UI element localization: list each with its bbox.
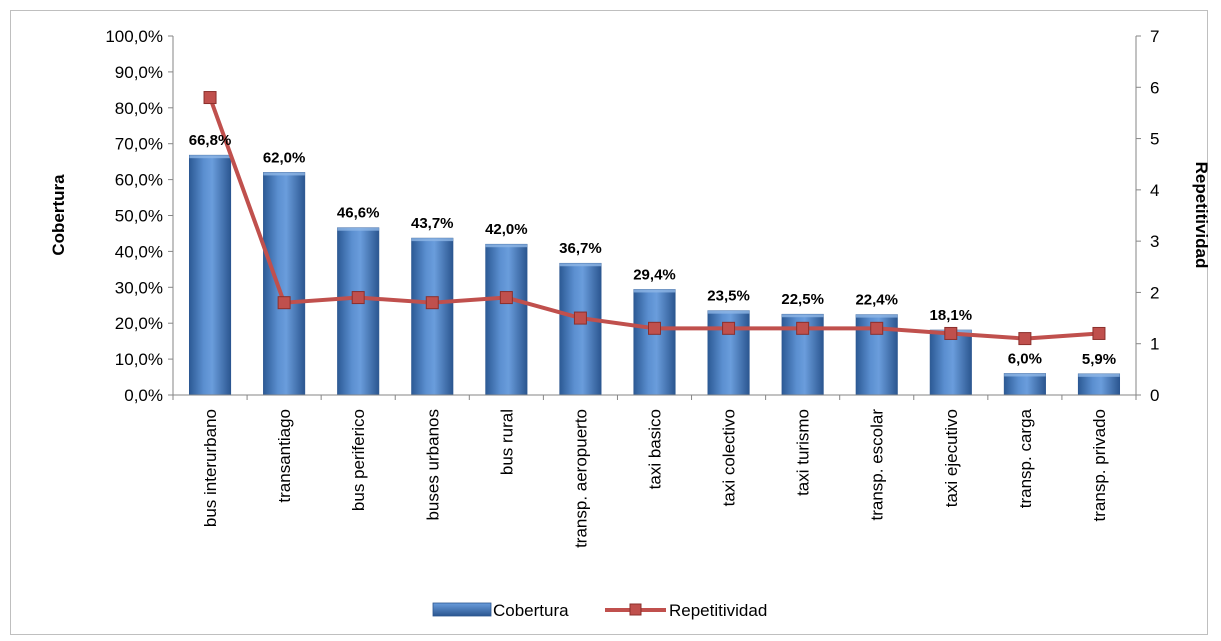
bar-top-2	[263, 172, 305, 176]
bar-11	[929, 329, 972, 396]
data-label: 22,4%	[855, 292, 898, 309]
bar-top-13	[1078, 373, 1120, 377]
bar-13	[1077, 373, 1121, 396]
x-tick-label: bus rural	[497, 409, 516, 475]
legend-swatch-repetitividad-marker	[629, 603, 642, 616]
y-tick-label-left: 0,0%	[124, 386, 163, 405]
y-tick-label-right: 6	[1150, 78, 1159, 97]
bar-4	[411, 237, 454, 396]
bar-3	[337, 227, 380, 396]
y-tick-label-left: 20,0%	[115, 314, 163, 333]
bar-top-1	[189, 155, 231, 159]
line-marker-5	[499, 291, 513, 305]
y-tick-label-left: 10,0%	[115, 350, 163, 369]
bar-top-6	[559, 263, 602, 267]
x-tick-label: taxi basico	[646, 409, 665, 489]
bars-layer	[188, 154, 1121, 396]
data-label: 42,0%	[485, 221, 528, 238]
data-labels-layer: 66,8% 62,0% 46,6% 43,7% 42,0% 36,7% 29,4% 23,5%…	[189, 132, 1116, 368]
bar-1	[188, 154, 232, 396]
legend: Cobertura Repetitividad	[432, 601, 767, 620]
x-tick-label: taxi turismo	[794, 409, 813, 496]
line-marker-10	[870, 321, 884, 335]
bar-top-5	[485, 244, 528, 248]
data-label: 43,7%	[411, 215, 454, 232]
y-tick-label-left: 80,0%	[115, 99, 163, 118]
y-tick-label-left: 60,0%	[115, 171, 163, 190]
y-axis-title-right: Repetitividad	[1192, 162, 1211, 269]
bar-top-10	[855, 314, 898, 318]
data-label: 6,0%	[1008, 350, 1042, 367]
y-tick-label-right: 4	[1150, 181, 1159, 200]
data-label: 5,9%	[1082, 351, 1116, 368]
y-tick-label-right: 3	[1150, 232, 1159, 251]
x-tick-label: taxi ejecutivo	[942, 409, 961, 507]
legend-swatch-cobertura	[432, 602, 492, 617]
data-label: 36,7%	[559, 240, 602, 257]
bar-top-7	[633, 289, 676, 293]
line-marker-7	[648, 321, 661, 335]
line-marker-3	[351, 291, 365, 305]
line-layer	[203, 91, 1106, 346]
y-tick-label-left: 50,0%	[115, 207, 163, 226]
y-tick-label-right: 5	[1150, 130, 1159, 149]
line-marker-12	[1018, 332, 1032, 346]
data-label: 62,0%	[263, 149, 306, 166]
data-label: 18,1%	[930, 307, 973, 324]
line-marker-13	[1092, 326, 1106, 340]
x-tick-label: transp. escolar	[868, 409, 887, 521]
bar-top-3	[337, 227, 379, 231]
bar-7	[633, 289, 676, 396]
x-tick-label: transp. privado	[1090, 409, 1109, 521]
data-label: 23,5%	[707, 288, 750, 305]
x-tick-label: taxi colectivo	[720, 409, 739, 506]
bar-top-12	[1004, 373, 1046, 377]
x-tick-label: transantiago	[275, 409, 294, 503]
x-tick-label: transp. carga	[1016, 408, 1035, 508]
data-label: 29,4%	[633, 266, 676, 283]
axes-layer: 0,0% 10,0% 20,0% 30,0% 40,0% 50,0% 60,0% 70,0% 8…	[105, 27, 1159, 548]
x-tick-label: buses urbanos	[423, 409, 442, 521]
data-label: 66,8%	[189, 132, 232, 149]
bar-5	[485, 243, 528, 396]
legend-label-repetitividad: Repetitividad	[669, 601, 767, 620]
y-tick-label-right: 0	[1150, 386, 1159, 405]
line-marker-4	[425, 296, 439, 310]
x-tick-label: transp. aeropuerto	[571, 409, 590, 548]
y-tick-label-left: 30,0%	[115, 278, 163, 297]
bar-top-8	[707, 310, 750, 314]
line-marker-8	[722, 321, 736, 335]
data-label: 22,5%	[781, 291, 824, 308]
y-tick-label-right: 2	[1150, 283, 1159, 302]
y-tick-label-left: 70,0%	[115, 135, 163, 154]
x-tick-label: bus interurbano	[201, 409, 220, 527]
bar-6	[559, 262, 602, 396]
line-marker-9	[796, 321, 810, 335]
y-axis-title-left: Cobertura	[49, 174, 68, 256]
y-tick-label-left: 100,0%	[105, 27, 163, 46]
y-tick-label-right: 1	[1150, 335, 1159, 354]
bar-top-9	[781, 314, 824, 318]
y-tick-label-right: 7	[1150, 27, 1159, 46]
line-marker-1	[203, 91, 217, 105]
line-marker-6	[573, 311, 587, 325]
data-label: 46,6%	[337, 205, 380, 222]
x-tick-label: bus periferico	[349, 409, 368, 511]
bar-12	[1003, 373, 1046, 396]
bar-2	[263, 172, 306, 396]
y-tick-label-left: 40,0%	[115, 242, 163, 261]
line-marker-2	[277, 296, 291, 310]
y-tick-label-left: 90,0%	[115, 63, 163, 82]
legend-label-cobertura: Cobertura	[493, 601, 569, 620]
line-marker-11	[944, 326, 958, 340]
bar-top-4	[411, 238, 454, 242]
